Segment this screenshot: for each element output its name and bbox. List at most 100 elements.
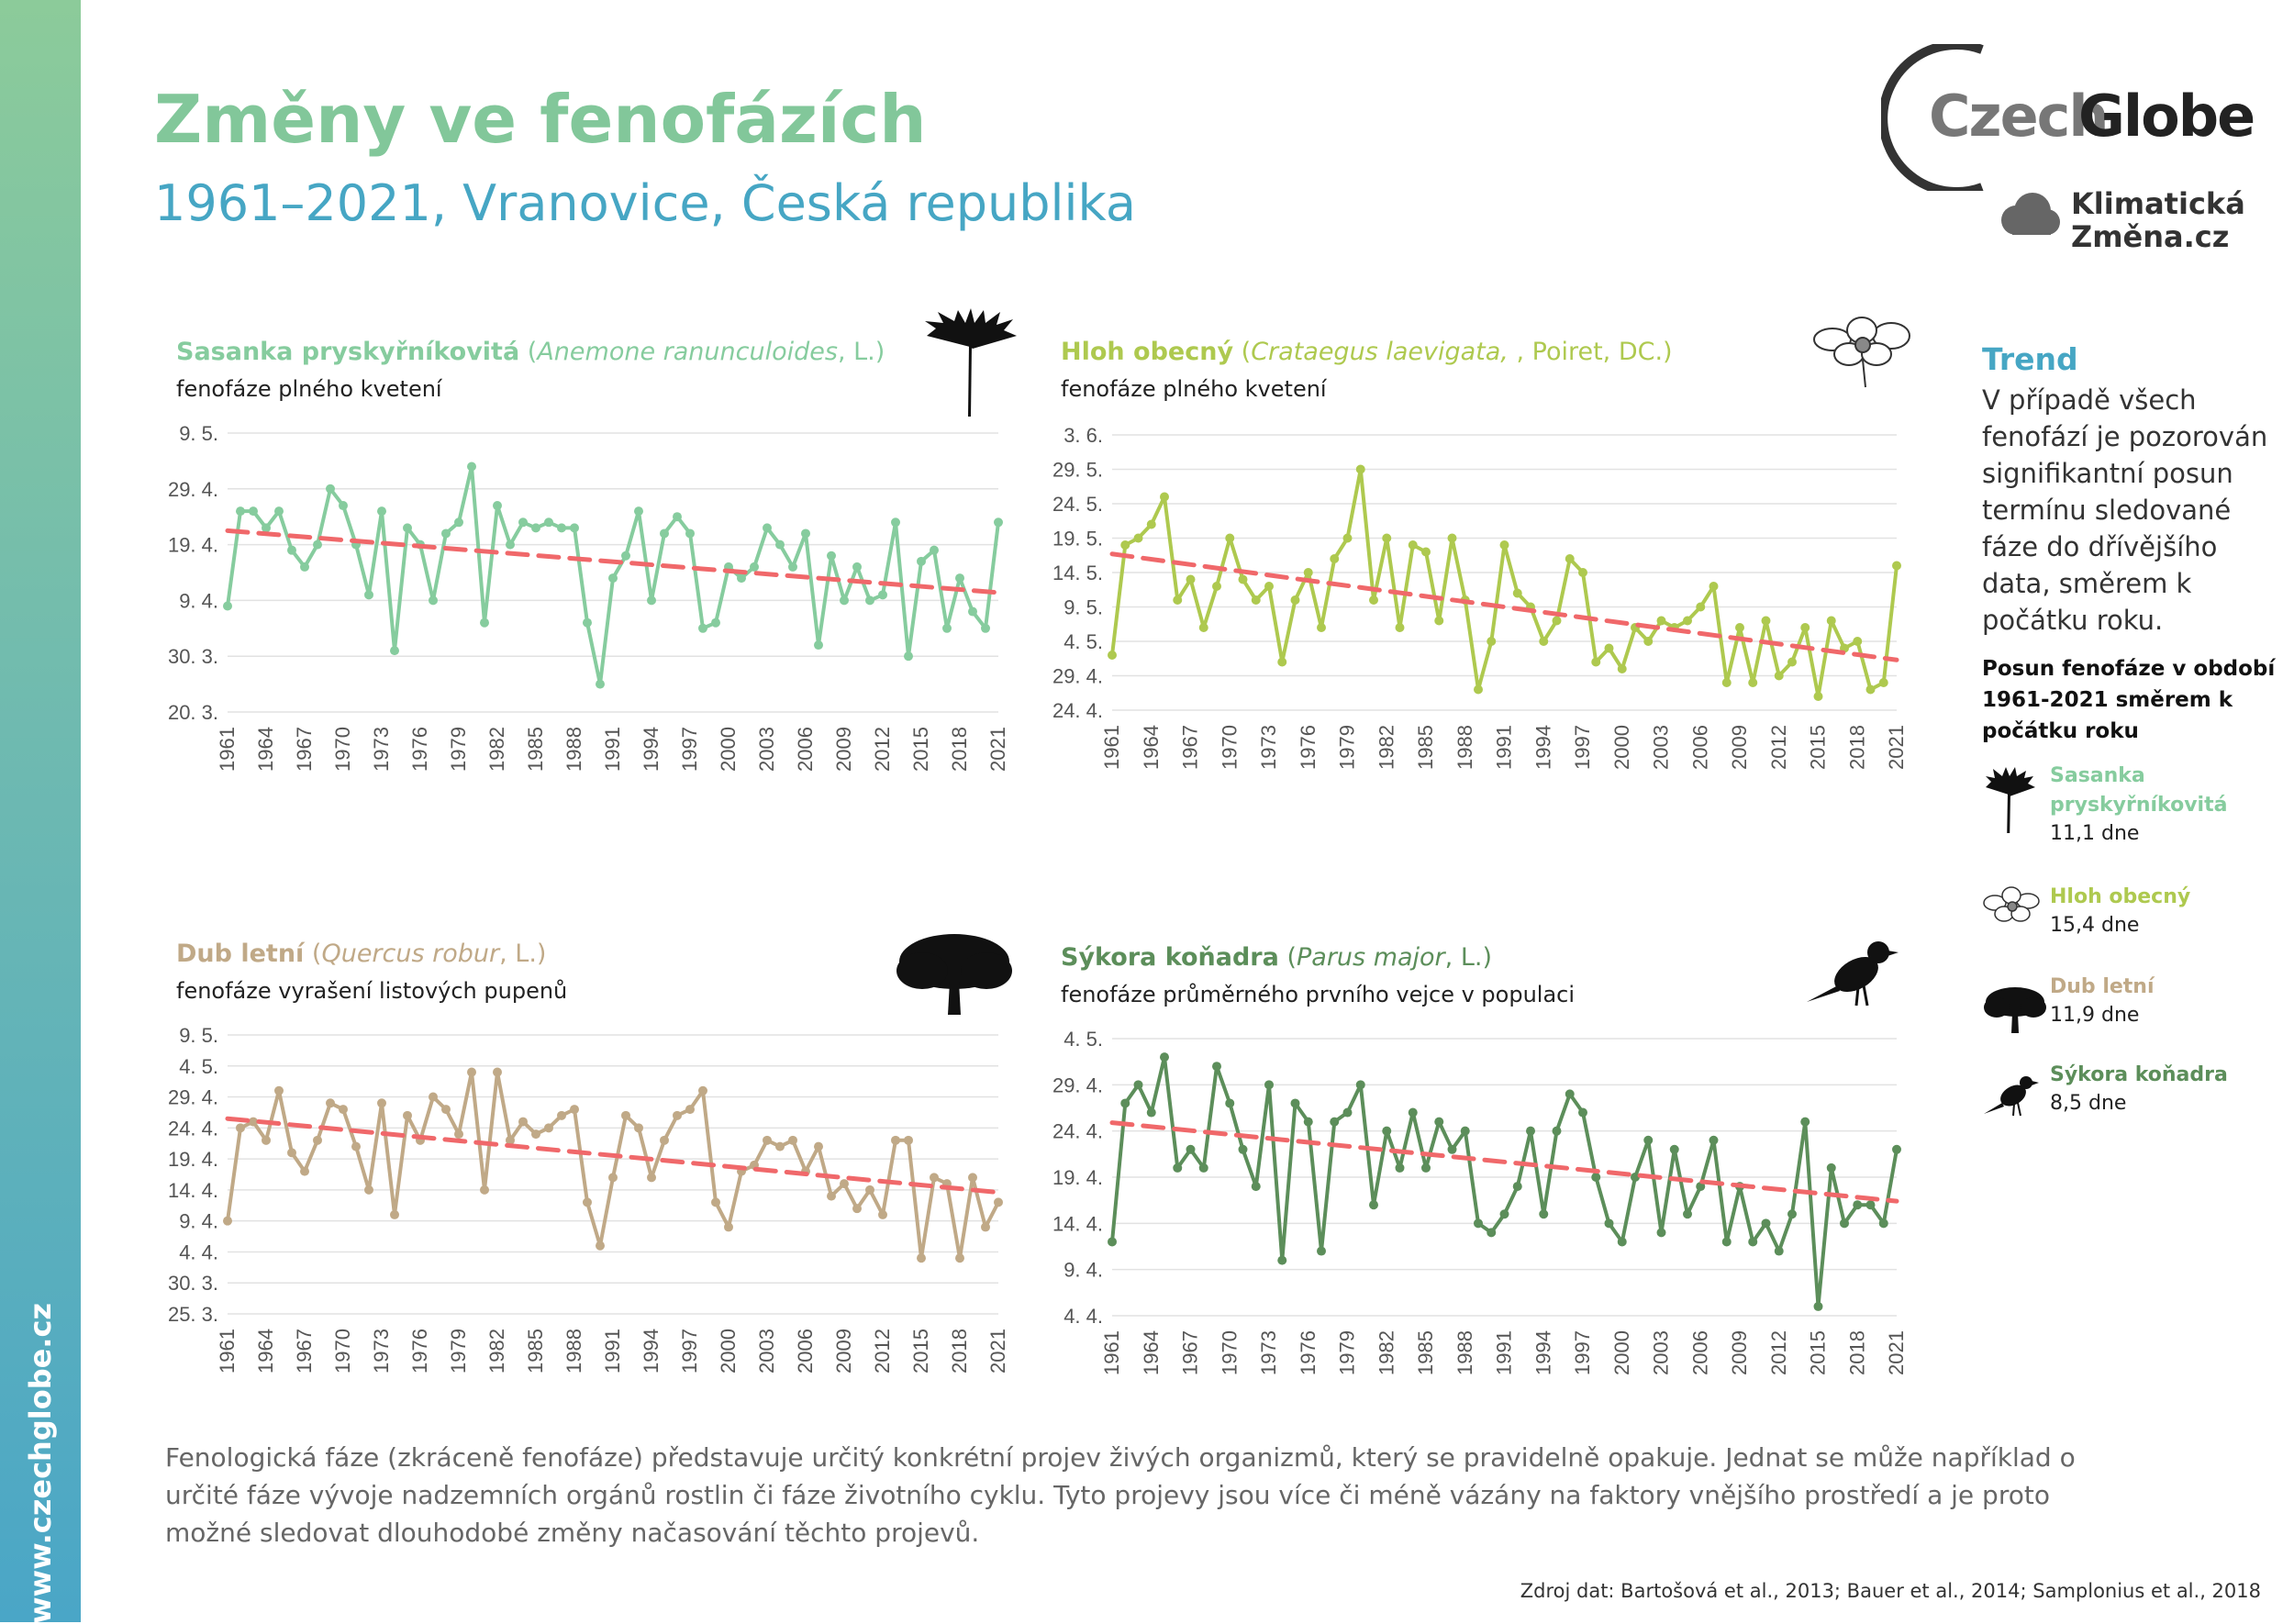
data-point: [1709, 582, 1719, 591]
data-point: [698, 1085, 707, 1096]
data-point: [1539, 637, 1549, 646]
data-point: [673, 1110, 682, 1120]
data-point: [1604, 643, 1614, 653]
data-point: [1108, 651, 1117, 660]
data-point: [647, 1173, 656, 1183]
data-point: [287, 545, 296, 555]
y-tick-label: 4. 4.: [1063, 1305, 1103, 1328]
data-point: [1264, 1080, 1274, 1090]
chart-panel-anemone: Sasanka pryskyřníkovitá (Anemone ranuncu…: [154, 338, 1035, 851]
y-tick-label: 19. 5.: [1052, 528, 1103, 551]
x-tick-label: 1976: [1297, 725, 1320, 770]
data-point: [840, 1179, 849, 1189]
hawthorn-icon: [1983, 886, 2040, 922]
data-point: [429, 595, 438, 606]
x-tick-label: 2000: [717, 1329, 740, 1374]
data-point: [1499, 1209, 1509, 1219]
y-tick-label: 24. 4.: [1052, 699, 1103, 722]
data-point: [1317, 1246, 1326, 1256]
x-tick-label: 2015: [909, 1329, 932, 1374]
x-tick-label: 2006: [794, 727, 817, 772]
x-tick-label: 1985: [1414, 725, 1437, 770]
data-point: [1355, 1080, 1365, 1090]
data-point: [1748, 678, 1758, 687]
data-point: [1173, 595, 1183, 605]
y-tick-label: 9. 4.: [179, 589, 218, 612]
x-tick-label: 2021: [986, 1329, 1009, 1374]
data-point: [1330, 554, 1340, 563]
data-point: [1173, 1162, 1183, 1173]
data-point: [955, 1253, 964, 1263]
legend-value: 11,1 dne: [2050, 822, 2140, 845]
x-tick-label: 1982: [485, 727, 508, 772]
x-tick-label: 1976: [408, 1329, 431, 1374]
legend-name: Dub letní: [2050, 975, 2155, 998]
data-point: [1160, 492, 1169, 502]
y-tick-label: 3. 6.: [1063, 424, 1103, 447]
klimaticka-zmena-logo: Klimatická Změna.cz: [1996, 184, 2289, 257]
data-point: [441, 528, 451, 539]
data-point: [1787, 657, 1797, 667]
data-point: [454, 517, 463, 528]
data-point: [1434, 616, 1444, 626]
data-point: [249, 1117, 258, 1127]
data-point: [930, 545, 939, 555]
chart-svg: 9. 5. 4. 5. 29. 4. 24. 4. 19. 4. 14. 4. 9. 4. 4…: [168, 1024, 1009, 1374]
data-point: [557, 1110, 566, 1120]
data-point: [711, 617, 720, 628]
legend-value: 11,9 dne: [2050, 1004, 2140, 1027]
kz-line2: Změna.cz: [2071, 219, 2230, 254]
data-point: [1198, 623, 1208, 632]
data-point: [1787, 1209, 1797, 1219]
x-tick-label: 2009: [832, 727, 855, 772]
x-tick-label: 2003: [755, 727, 778, 772]
legend-value: 8,5 dne: [2050, 1092, 2127, 1115]
data-point: [1460, 1126, 1470, 1136]
data-point: [814, 640, 823, 651]
x-tick-label: 1991: [601, 1329, 624, 1374]
x-tick-label: 2009: [832, 1329, 855, 1374]
data-point: [1721, 678, 1732, 687]
data-point: [634, 1123, 643, 1133]
species-name: Sýkora koňadra: [1061, 943, 1279, 972]
data-point: [878, 1209, 887, 1219]
oak-icon: [1984, 987, 2046, 1033]
trend-line: [225, 1116, 1001, 1196]
data-point: [1617, 1237, 1627, 1247]
data-point: [840, 595, 849, 606]
x-tick-label: 1979: [447, 727, 470, 772]
data-point: [1878, 1218, 1888, 1229]
x-tick-label: 1976: [1297, 1330, 1320, 1375]
x-tick-label: 1973: [370, 727, 393, 772]
data-point: [685, 1105, 695, 1115]
data-point: [1251, 595, 1261, 605]
data-point: [1290, 595, 1300, 605]
series-line: [226, 1070, 1000, 1261]
y-tick-label: 24. 4.: [168, 1117, 218, 1140]
data-point: [1552, 616, 1562, 626]
data-point: [1225, 533, 1235, 543]
data-point: [1133, 533, 1143, 543]
legend-item-hawthorn: Hloh obecný 15,4 dne: [1982, 883, 2285, 965]
data-point: [788, 1135, 797, 1145]
y-tick-label: 9. 5.: [179, 422, 218, 445]
oak-icon: [896, 934, 1012, 1015]
x-tick-label: 2000: [1610, 725, 1633, 770]
y-tick-label: 29. 5.: [1052, 459, 1103, 482]
data-point: [1198, 1162, 1208, 1173]
data-point: [506, 1135, 515, 1145]
y-tick-label: 4. 4.: [179, 1240, 218, 1263]
x-tick-label: 2015: [909, 727, 932, 772]
data-point: [467, 462, 476, 472]
y-tick-label: 19. 4.: [168, 534, 218, 557]
x-tick-label: 2015: [1807, 1330, 1830, 1375]
data-point: [763, 523, 772, 533]
side-url[interactable]: www.czechglobe.cz: [23, 1302, 58, 1624]
data-point: [994, 517, 1003, 528]
data-point: [1735, 623, 1744, 632]
species-author: , L.): [837, 338, 885, 366]
data-point: [1721, 1237, 1732, 1247]
y-tick-label: 9. 5.: [1063, 596, 1103, 619]
source-text: Zdroj dat: Bartošová et al., 2013; Bauer…: [1520, 1580, 2261, 1602]
data-point: [287, 1148, 296, 1158]
